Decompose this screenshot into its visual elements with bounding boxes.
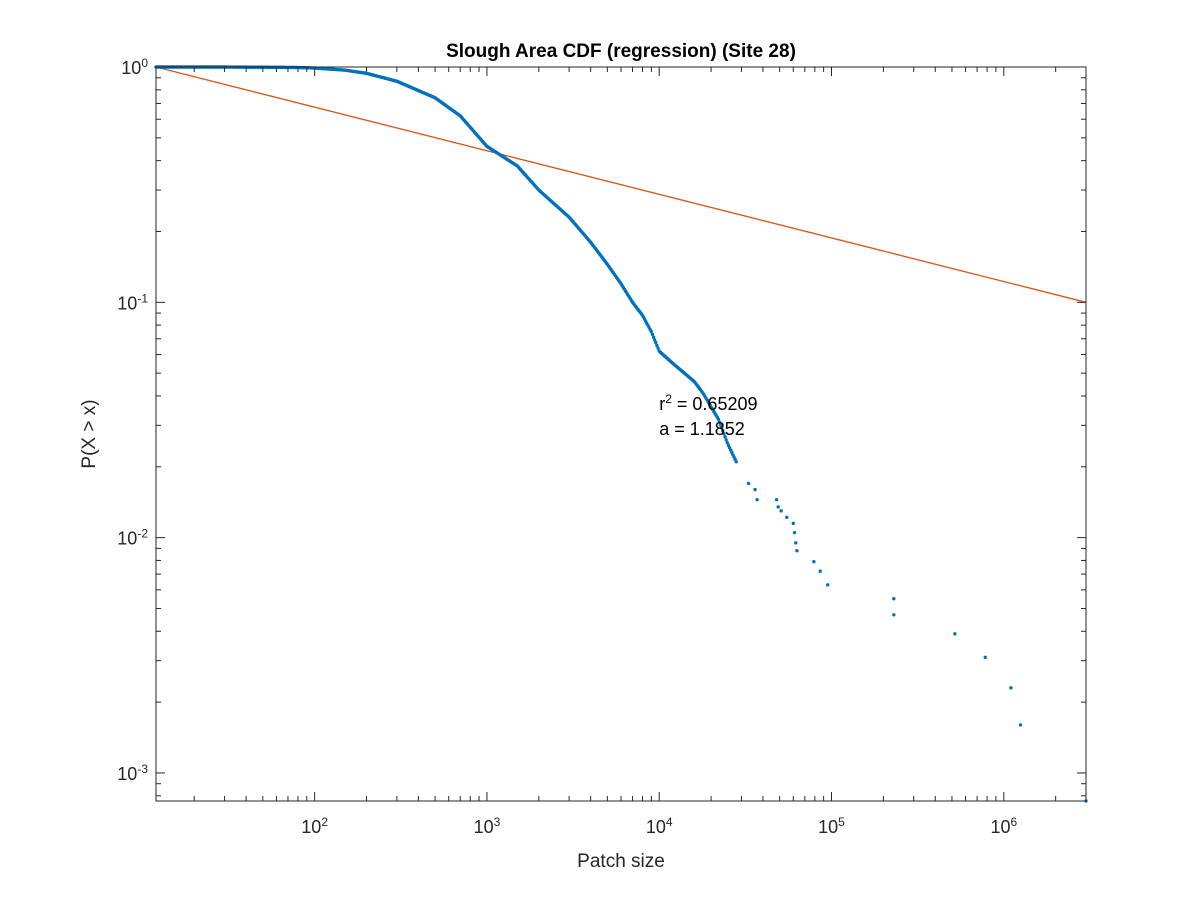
- annotation-a: a = 1.1852: [659, 419, 745, 439]
- x-tick-label: 103: [474, 815, 501, 837]
- tick-layer: [156, 66, 1087, 801]
- data-point: [755, 497, 759, 502]
- chart-title: Slough Area CDF (regression) (Site 28): [446, 41, 796, 62]
- data-point: [795, 548, 799, 553]
- data-point: [785, 515, 789, 520]
- data-point: [1018, 723, 1023, 727]
- data-point: [746, 481, 751, 486]
- data-point: [656, 346, 660, 350]
- data-point: [725, 441, 730, 445]
- data-point: [792, 530, 797, 535]
- data-point: [655, 343, 659, 348]
- annotation-r2-label: r: [659, 394, 665, 414]
- data-point: [825, 583, 830, 587]
- data-point: [651, 335, 656, 339]
- data-point: [776, 505, 780, 509]
- y-tick-label: 10-3: [117, 762, 148, 784]
- x-tick-labels: 102 103 104 105 106: [301, 815, 1017, 837]
- data-point: [721, 429, 725, 433]
- data-point: [718, 423, 723, 427]
- data-point: [654, 340, 658, 345]
- data-point: [722, 432, 726, 436]
- point-layer: [154, 65, 1088, 803]
- x-axis-label: Patch size: [577, 851, 665, 872]
- x-tick-label: 105: [818, 815, 845, 837]
- data-point: [791, 521, 795, 526]
- data-point: [723, 435, 727, 439]
- y-tick-label: 10-1: [117, 291, 148, 313]
- y-tick-label: 100: [121, 56, 148, 78]
- data-point: [652, 338, 657, 342]
- data-point: [794, 541, 798, 545]
- data-point: [1009, 686, 1013, 690]
- data-point: [812, 560, 816, 564]
- data-point: [720, 426, 724, 430]
- data-point: [892, 597, 896, 601]
- annotation-r2-value: = 0.65209: [672, 394, 758, 414]
- y-tick-labels: 100 10-1 10-2 10-3: [117, 56, 148, 784]
- data-point: [724, 438, 728, 442]
- data-point: [983, 655, 987, 660]
- fit-layer: [156, 67, 1086, 303]
- x-tick-label: 104: [646, 815, 673, 837]
- data-point: [892, 613, 896, 617]
- data-point: [779, 509, 783, 513]
- x-tick-label: 102: [301, 815, 328, 837]
- data-point: [734, 460, 738, 464]
- annotation-r2: r2 = 0.65209: [659, 392, 757, 414]
- data-point: [774, 497, 779, 502]
- data-point: [818, 569, 822, 573]
- data-point: [953, 632, 957, 636]
- y-axis-label: P(X > x): [79, 399, 100, 468]
- data-point: [650, 332, 655, 337]
- x-tick-label: 106: [990, 815, 1017, 837]
- data-point: [717, 420, 722, 424]
- axes-box: [155, 66, 1087, 802]
- data-point: [649, 329, 653, 334]
- annotation-r2-superscript: 2: [665, 392, 672, 406]
- data-point: [716, 417, 721, 421]
- regression-line: [156, 67, 1086, 303]
- data-point: [753, 487, 757, 492]
- y-tick-label: 10-2: [117, 527, 148, 549]
